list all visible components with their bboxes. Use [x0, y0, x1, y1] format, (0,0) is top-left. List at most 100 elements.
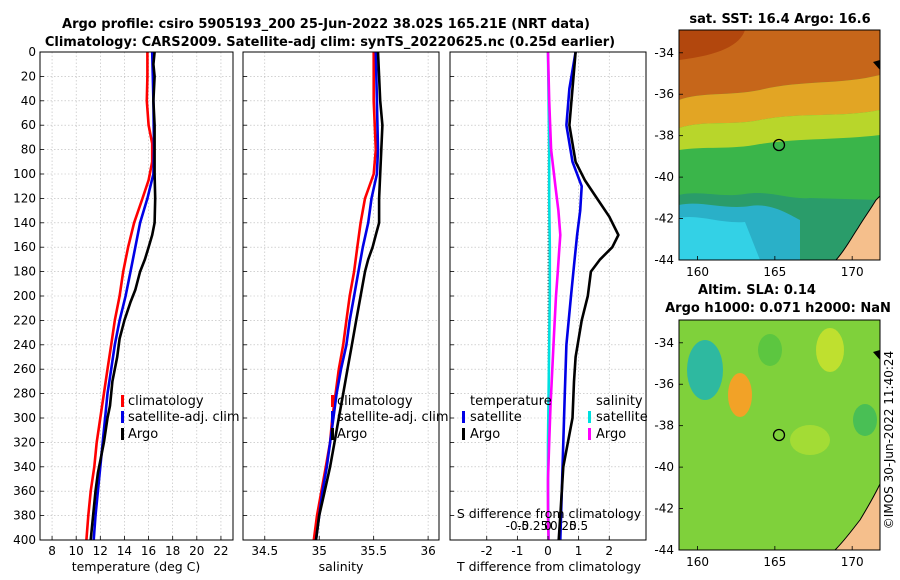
map-ytick-label: -40: [654, 170, 674, 184]
xtick-label: 8: [48, 544, 56, 558]
map-ytick-label: -42: [654, 502, 674, 516]
temperature-legend: climatology satellite-adj. clim Argo: [121, 394, 240, 442]
sla-map: 160 165 170 -34 -36 -38 -40 -42 -44: [654, 319, 881, 569]
s-tick-label: -0.25: [517, 519, 548, 533]
xtick-label: 0: [544, 544, 552, 558]
ytick-label: 340: [13, 460, 36, 474]
s-difference-label: S difference from climatology: [457, 506, 642, 521]
xtick-label: 18: [165, 544, 180, 558]
s-tick-label: 0: [544, 519, 552, 533]
sst-light-cyan-region: [679, 217, 760, 260]
sla-argo-marker: [772, 428, 786, 442]
sst-argo-marker: [772, 138, 786, 152]
sla-map-title-line1: Altim. SLA: 0.14: [698, 283, 816, 298]
series-temperature-satellite: [559, 51, 584, 541]
temperature-xlabel: temperature (deg C): [72, 559, 201, 574]
map-ytick-label: -34: [654, 336, 674, 350]
ytick-label: 60: [21, 118, 36, 132]
sst-map: 160 165 170 -34 -36 -38 -40 -42 -44: [654, 29, 881, 279]
ytick-label: 380: [13, 509, 36, 523]
s-tick-label: 0.5: [569, 519, 588, 533]
sla-lime-patch: [790, 425, 830, 455]
legend-swatch-s-satellite: [588, 411, 591, 423]
sla-high-anomaly: [728, 373, 752, 417]
sla-yellow-patch: [816, 328, 844, 372]
sst-map-title: sat. SST: 16.4 Argo: 16.6: [689, 12, 870, 27]
ytick-label: 240: [13, 338, 36, 352]
figure-title-line1: Argo profile: csiro 5905193_200 25-Jun-2…: [62, 17, 590, 32]
xtick-label: 2: [605, 544, 613, 558]
ytick-label: 300: [13, 411, 36, 425]
legend-swatch-t-satellite: [462, 411, 465, 423]
map-xtick-label: 160: [686, 555, 709, 569]
xtick-label: 16: [141, 544, 156, 558]
legend-swatch-climatology: [331, 395, 334, 407]
series-climatology: [85, 52, 154, 541]
legend-climatology: climatology: [337, 394, 413, 409]
salinity-xlabel: salinity: [319, 559, 364, 574]
sla-darkgreen-patch: [853, 404, 877, 436]
map-ytick-label: -40: [654, 460, 674, 474]
series-salinity-argo: [546, 51, 562, 541]
sst-island: [873, 60, 880, 70]
ytick-label: 120: [13, 191, 36, 205]
legend-swatch-satellite: [121, 411, 124, 423]
ytick-label: 100: [13, 167, 36, 181]
salinity-panel: 34.5 35 35.5 36 salinity climatology satell…: [242, 51, 449, 574]
figure-title-line2: Climatology: CARS2009. Satellite-adj cli…: [45, 35, 615, 50]
xtick-label: 35: [312, 544, 327, 558]
sla-coastline: [834, 483, 880, 550]
map-ytick-label: -44: [654, 543, 674, 557]
difference-legend: temperature satellite Argo salinity sate…: [462, 394, 648, 442]
sla-low-anomaly: [687, 340, 723, 400]
xtick-label: 35.5: [360, 544, 387, 558]
map-ytick-label: -36: [654, 377, 674, 391]
ytick-label: 140: [13, 216, 36, 230]
series-argo: [89, 51, 157, 541]
xtick-label: -1: [511, 544, 523, 558]
legend-s-argo: Argo: [596, 427, 626, 442]
sla-island: [873, 350, 880, 360]
legend-t-argo: Argo: [470, 427, 500, 442]
map-ytick-label: -44: [654, 253, 674, 267]
ytick-label: 160: [13, 240, 36, 254]
legend-argo: Argo: [128, 427, 158, 442]
xtick-label: 36: [420, 544, 435, 558]
ytick-label: 360: [13, 484, 36, 498]
ytick-label: 80: [21, 143, 36, 157]
ytick-label: 200: [13, 289, 36, 303]
xtick-label: 14: [117, 544, 132, 558]
imos-timestamp: ©IMOS 30-Jun-2022 11:40:24: [882, 351, 896, 529]
sst-coastline: [835, 195, 880, 260]
s-tick-label: -0.5: [506, 519, 529, 533]
legend-s-satellite: satellite: [596, 410, 648, 425]
map-xtick-label: 170: [841, 265, 864, 279]
xtick-label: 12: [93, 544, 108, 558]
xtick-label: 34.5: [251, 544, 278, 558]
legend-swatch-climatology: [121, 395, 124, 407]
temperature-panel: 0 20 40 60 80 100 120 140 160 180 200 220 240 260 280 3…: [13, 45, 240, 574]
ytick-label: 260: [13, 362, 36, 376]
xtick-label: -2: [481, 544, 493, 558]
legend-climatology: climatology: [128, 394, 204, 409]
map-xtick-label: 165: [763, 555, 786, 569]
map-xtick-label: 165: [763, 265, 786, 279]
legend-swatch-t-argo: [462, 428, 465, 440]
legend-t-satellite: satellite: [470, 410, 522, 425]
ytick-label: 280: [13, 387, 36, 401]
map-xtick-label: 160: [686, 265, 709, 279]
legend-temperature: temperature: [470, 394, 552, 409]
ytick-label: 180: [13, 265, 36, 279]
map-ytick-label: -42: [654, 212, 674, 226]
map-xtick-label: 170: [841, 555, 864, 569]
xtick-label: 10: [69, 544, 84, 558]
legend-satellite-clim: satellite-adj. clim: [337, 410, 449, 425]
ytick-label: 320: [13, 435, 36, 449]
series-temperature-argo: [557, 51, 620, 541]
sst-orange-band: [679, 75, 880, 128]
map-ytick-label: -38: [654, 129, 674, 143]
sla-map-title-line2: Argo h1000: 0.071 h2000: NaN: [665, 301, 891, 316]
s-tick-label: 0.25: [550, 519, 577, 533]
